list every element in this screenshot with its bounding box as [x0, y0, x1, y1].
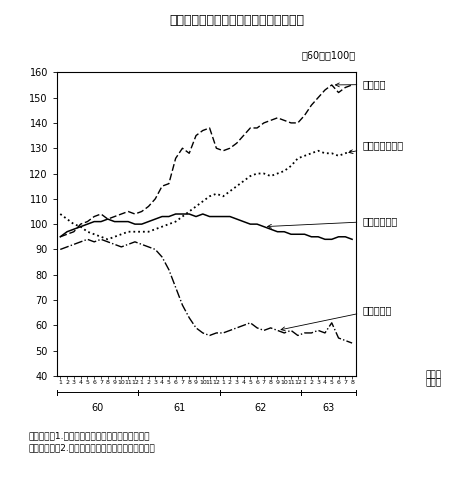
- Text: （備考）　1.　大蔵省「貿易統計」により作成。: （備考） 1. 大蔵省「貿易統計」により作成。: [28, 431, 150, 441]
- Text: （60年＝100）: （60年＝100）: [301, 50, 356, 60]
- Text: 2.　季節調整後の３ケ月移動平均値。: 2. 季節調整後の３ケ月移動平均値。: [28, 443, 155, 453]
- Text: 中近東向け: 中近東向け: [281, 305, 392, 331]
- Text: 63: 63: [322, 402, 335, 413]
- Text: 60: 60: [91, 402, 104, 413]
- Text: 東南アジア向け: 東南アジア向け: [349, 140, 403, 154]
- Text: （年）: （年）: [426, 378, 442, 388]
- Text: 61: 61: [173, 402, 185, 413]
- Text: ＥＣ向け: ＥＣ向け: [336, 80, 386, 90]
- Text: （月）: （月）: [426, 370, 442, 379]
- Text: アメリカ向け: アメリカ向け: [268, 216, 398, 228]
- Text: 第１－４－２図　地域別輸出数量の推移: 第１－４－２図 地域別輸出数量の推移: [170, 14, 304, 27]
- Text: 62: 62: [254, 402, 267, 413]
